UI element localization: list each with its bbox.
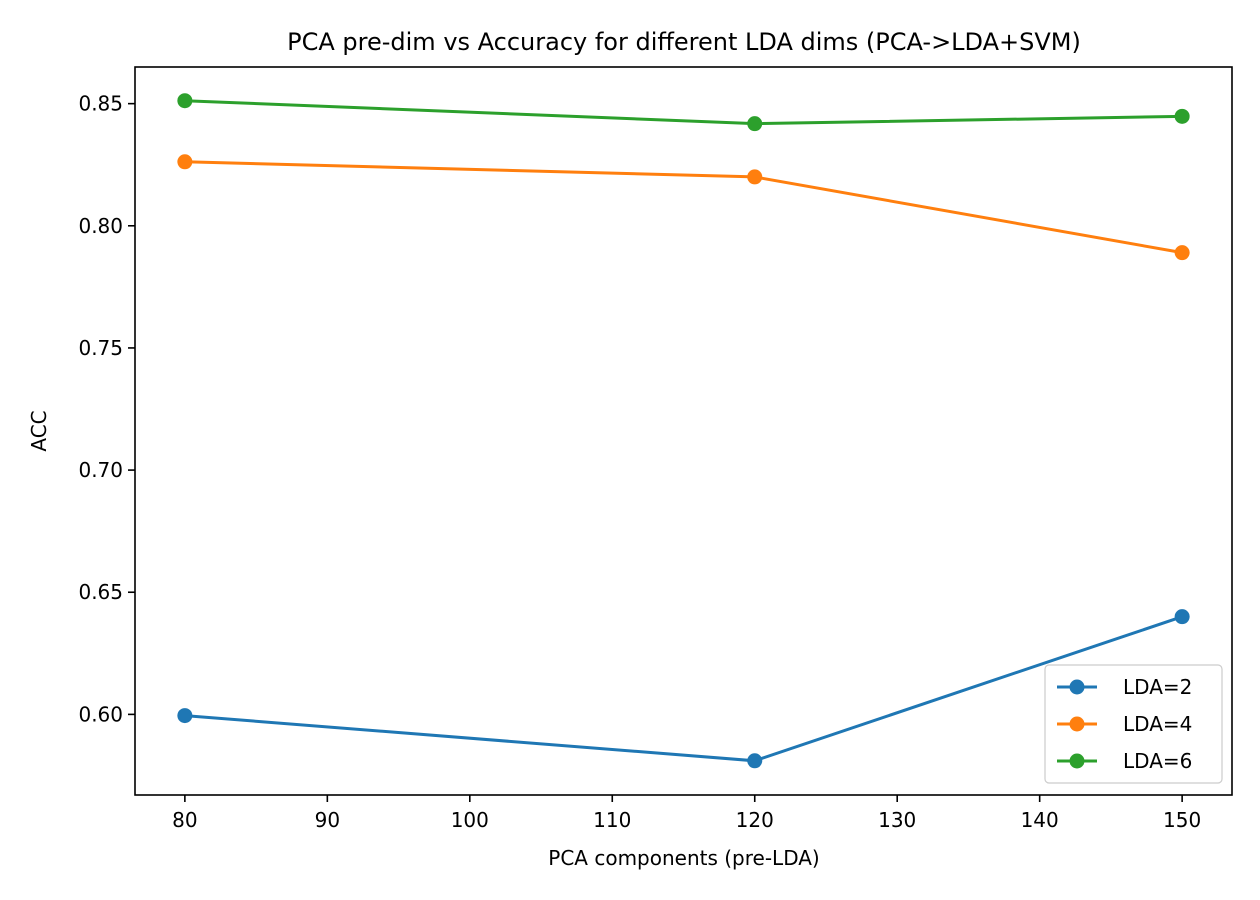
data-point [177,708,193,724]
y-tick-label: 0.60 [78,702,123,726]
data-point [747,169,763,185]
legend-label: LDA=4 [1123,712,1192,736]
legend-swatch-marker [1069,716,1085,732]
legend-label: LDA=2 [1123,675,1192,699]
x-tick-label: 100 [451,808,489,832]
y-axis-label: ACC [27,410,51,451]
series-line-lda-6 [184,99,1183,126]
series-line-lda-2 [184,615,1183,763]
data-point [177,154,193,170]
legend-swatch-marker [1069,753,1085,769]
data-point [1174,245,1190,261]
legend-label: LDA=6 [1123,749,1192,773]
y-tick-label: 0.70 [78,458,123,482]
x-tick-label: 140 [1021,808,1059,832]
plot-series [177,93,1190,769]
data-point [177,93,193,109]
legend-swatch-marker [1069,679,1085,695]
y-tick-label: 0.65 [78,580,123,604]
data-point [1174,609,1190,625]
plot-frame [134,66,1233,796]
chart-title: PCA pre-dim vs Accuracy for different LD… [287,28,1081,56]
legend-box [1044,664,1223,784]
legend: LDA=2 LDA=4 LDA=6 [1044,664,1223,784]
x-tick-label: 90 [315,808,340,832]
x-tick-label: 120 [736,808,774,832]
x-axis-label: PCA components (pre-LDA) [548,846,819,870]
x-tick-label: 80 [172,808,197,832]
data-point [747,116,763,132]
x-tick-label: 130 [878,808,916,832]
data-point [747,753,763,769]
y-tick-label: 0.80 [78,214,123,238]
series-line-lda-4 [184,160,1183,255]
y-tick-label: 0.85 [78,92,123,116]
x-tick-label: 110 [593,808,631,832]
axis-ticks: 80 90 100 110 120 130 140 150 0.60 0.65 0.70 0.75 0.… [78,92,1201,832]
data-point [1174,108,1190,124]
x-tick-label: 150 [1163,808,1201,832]
y-tick-label: 0.75 [78,336,123,360]
